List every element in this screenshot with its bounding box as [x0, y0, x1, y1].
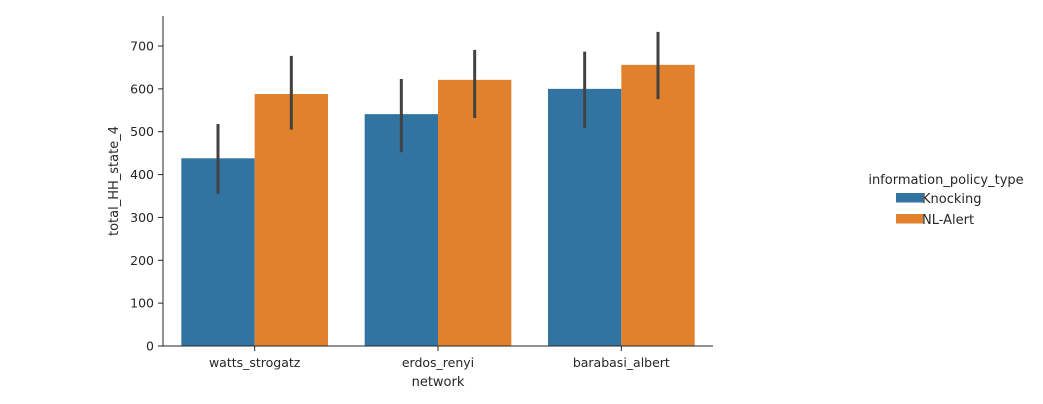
legend-title: information_policy_type	[868, 173, 1023, 188]
legend-swatch-knocking	[896, 193, 923, 203]
legend-label-knocking: Knocking	[922, 192, 982, 207]
y-tick-label: 700	[130, 39, 154, 54]
y-axis-label: total_HH_state_4	[107, 126, 122, 236]
x-tick-label: barabasi_albert	[573, 355, 670, 370]
y-tick-label: 100	[130, 296, 154, 311]
y-ticks: 0 100 200 300 400 500 600 700	[130, 39, 163, 354]
bar-nl-alert-watts_strogatz	[254, 94, 328, 346]
errorbars-layer	[216, 31, 660, 194]
x-ticks: watts_strogatz erdos_renyi barabasi_albert	[209, 346, 670, 370]
bar-nl-alert-barabasi_albert	[621, 64, 695, 346]
y-tick-label: 500	[130, 124, 154, 139]
x-tick-label: erdos_renyi	[402, 355, 474, 370]
x-axis-label: network	[412, 375, 465, 390]
x-tick-label: watts_strogatz	[209, 355, 301, 370]
bars-layer	[181, 64, 695, 347]
y-tick-label: 600	[130, 81, 154, 96]
bar-knocking-barabasi_albert	[548, 88, 622, 346]
bar-nl-alert-erdos_renyi	[438, 79, 512, 346]
legend-label-nl-alert: NL-Alert	[922, 213, 974, 228]
legend: information_policy_type Knocking NL-Alert	[868, 173, 1023, 228]
bar-knocking-erdos_renyi	[364, 114, 438, 347]
legend-swatch-nl-alert	[896, 214, 923, 224]
y-tick-label: 200	[130, 253, 154, 268]
y-tick-label: 400	[130, 167, 154, 182]
legend-entries: Knocking NL-Alert	[896, 192, 982, 228]
y-tick-label: 300	[130, 210, 154, 225]
y-tick-label: 0	[146, 339, 154, 354]
